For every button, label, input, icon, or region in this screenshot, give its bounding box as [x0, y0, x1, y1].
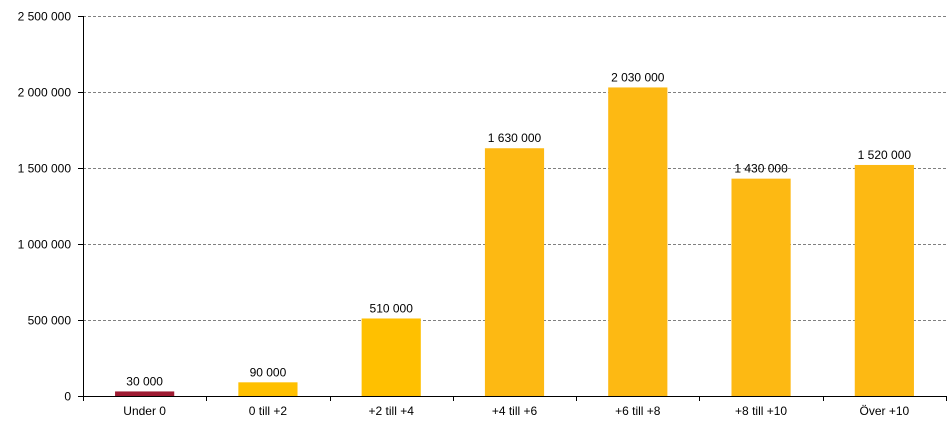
y-tick-label: 1 500 000	[18, 162, 72, 176]
y-tick-label: 0	[64, 390, 71, 404]
bar	[731, 178, 791, 396]
bar	[115, 391, 175, 396]
data-label: 2 030 000	[611, 70, 665, 84]
y-tick-label: 2 000 000	[18, 86, 72, 100]
bar	[854, 164, 914, 396]
bars	[115, 87, 914, 396]
x-tick-label: Under 0	[123, 404, 166, 418]
bar	[484, 148, 545, 396]
data-label: 1 430 000	[734, 162, 788, 176]
y-tick-label: 1 000 000	[18, 238, 72, 252]
x-tick-label: Över +10	[860, 404, 910, 418]
data-label: 1 630 000	[488, 131, 542, 145]
x-tick-label: +8 till +10	[735, 404, 787, 418]
x-tick-label: +6 till +8	[615, 404, 661, 418]
x-tick-label: 0 till +2	[249, 404, 288, 418]
bar	[608, 87, 668, 396]
data-labels: 30 000 90 000 510 000 1 630 000 2 030 000 1 4…	[126, 70, 911, 388]
data-label: 510 000	[370, 301, 414, 315]
x-tick-label: +2 till +4	[369, 404, 415, 418]
x-axis-ticks: Under 0 0 till +2 +2 till +4 +4 till +6 +6 t…	[83, 396, 947, 418]
x-tick-label: +4 till +6	[492, 404, 538, 418]
data-label: 30 000	[126, 374, 163, 388]
y-tick-label: 500 000	[28, 314, 72, 328]
data-label: 90 000	[250, 365, 287, 379]
y-tick-label: 2 500 000	[18, 10, 72, 24]
bar	[361, 318, 421, 396]
bar	[238, 382, 298, 396]
y-axis-ticks: 0 500 000 1 000 000 1 500 000 2 000 000 2 500…	[18, 10, 83, 404]
data-label: 1 520 000	[858, 148, 912, 162]
